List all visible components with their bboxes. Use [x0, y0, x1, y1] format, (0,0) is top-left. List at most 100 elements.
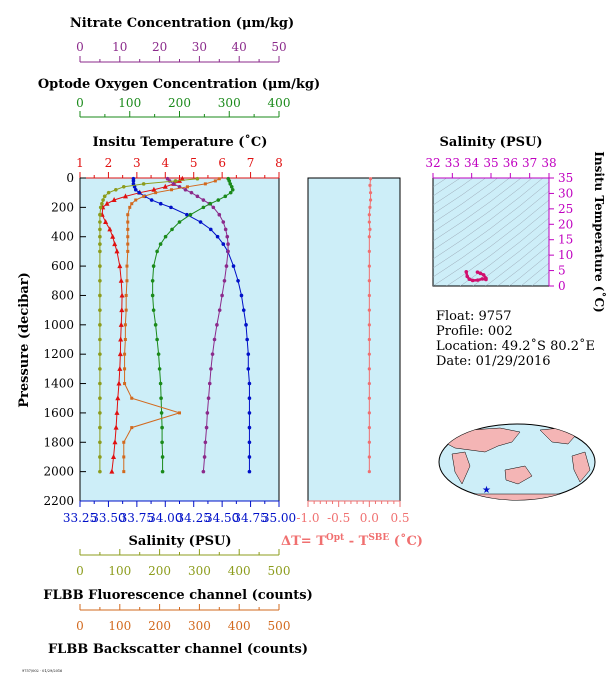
insitu-temperature-point	[107, 226, 113, 232]
flbb-fluorescence-channel-point	[98, 293, 102, 298]
salinity-point	[247, 469, 252, 474]
flbb-fluorescence-channel-point	[98, 352, 102, 356]
nitrate-concentration-point	[217, 212, 222, 217]
density-contour	[433, 178, 522, 242]
flbb-backscatter-channel-point	[126, 213, 130, 217]
flbb-backscatter-channel-point	[130, 396, 134, 400]
optode-oxygen-concentration-point	[158, 242, 163, 246]
salinity-point	[132, 185, 137, 189]
flbb-fluorescence-channel-point	[141, 182, 146, 186]
salinity-point	[236, 278, 240, 283]
density-contour	[433, 178, 461, 197]
optode-oxygen-concentration-point	[229, 185, 234, 189]
nitrate-concentration-point	[207, 381, 212, 386]
flbb-backscatter-channel-point	[124, 308, 128, 312]
flbb-fluorescence-channel-point	[98, 278, 102, 283]
nitrate-concentration-point	[201, 469, 206, 474]
flbb-backscatter-channel-point	[125, 279, 129, 283]
optode-oxygen-concentration-point	[163, 234, 168, 239]
delta-point	[367, 455, 371, 459]
backscatter-tick-label: 500	[268, 619, 291, 633]
density-contour	[531, 271, 549, 286]
pressure-tick-label: 0	[66, 171, 74, 185]
delta-tick-label: -1.0	[296, 511, 319, 525]
delta-point	[368, 183, 372, 187]
fluorescence-tick-label: 300	[188, 564, 211, 578]
optode-oxygen-concentration-point	[150, 278, 155, 283]
pressure-tick-label: 400	[51, 230, 74, 244]
density-contour	[433, 181, 549, 269]
temperature-axis-title: Insitu Temperature (˚C)	[93, 134, 268, 150]
salinity-point	[247, 440, 252, 445]
optode-oxygen-concentration-point	[216, 198, 221, 202]
ts-temperature-tick-label: 0	[558, 279, 566, 293]
ts-salinity-title: Salinity (PSU)	[440, 135, 543, 150]
ts-salinity-tick-label: 36	[503, 156, 518, 170]
insitu-temperature-point	[118, 277, 124, 283]
nitrate-concentration-point	[226, 249, 230, 254]
salinity-tick-label: 34.75	[233, 511, 267, 525]
optode-oxygen-concentration-point	[188, 212, 193, 217]
flbb-fluorescence-channel-point	[98, 469, 102, 474]
salinity-point	[247, 411, 252, 415]
pressure-tick-label: 1400	[43, 377, 74, 391]
salinity-point	[244, 323, 248, 327]
optode-oxygen-concentration-point	[159, 411, 164, 415]
density-contour	[446, 208, 549, 286]
ts-temperature-tick-label: 20	[558, 217, 573, 231]
insitu-temperature-point	[179, 175, 185, 181]
temperature-tick-label: 2	[105, 156, 113, 170]
salinity-tick-label: 35.00	[262, 511, 296, 525]
flbb-backscatter-channel-point	[122, 440, 126, 444]
info-profile: Profile: 002	[436, 324, 513, 339]
delta-point	[367, 411, 371, 415]
ts-temperature-tick-label: 5	[558, 264, 566, 278]
flbb-fluorescence-channel-point	[101, 198, 105, 202]
delta-plot-area	[307, 177, 401, 502]
optode-oxygen-concentration-point	[227, 179, 232, 183]
backscatter-tick-label: 100	[108, 619, 131, 633]
salinity-point	[247, 455, 252, 459]
footer-label: 9757/002 · 01/29/2016	[22, 669, 62, 673]
salinity-point	[133, 187, 138, 192]
profile-series	[98, 175, 252, 474]
insitu-temperature-point	[111, 197, 117, 203]
insitu-temperature-point	[112, 241, 118, 247]
fluorescence-tick-label: 400	[228, 564, 251, 578]
salinity-point	[208, 227, 213, 232]
flbb-fluorescence-channel-point	[98, 249, 102, 254]
pressure-tick-label: 800	[51, 288, 74, 302]
insitu-temperature-point	[111, 453, 117, 459]
flbb-backscatter-channel-point	[123, 367, 127, 371]
optode-oxygen-concentration-point	[201, 205, 206, 210]
ts-point	[475, 278, 480, 282]
flbb-backscatter-channel-point	[170, 188, 174, 192]
ts-series	[464, 270, 488, 283]
flbb-backscatter-channel-point	[123, 382, 127, 386]
flbb-backscatter-channel-point	[203, 182, 207, 186]
density-contour	[433, 178, 499, 224]
flbb-fluorescence-channel-point	[98, 205, 103, 210]
optode-oxygen-concentration-point	[153, 323, 158, 327]
flbb-fluorescence-channel-point	[98, 440, 102, 445]
salinity-point	[158, 201, 163, 206]
delta-point	[367, 220, 371, 224]
ts-salinity-tick-label: 37	[522, 156, 537, 170]
optode-oxygen-concentration-point	[230, 187, 235, 192]
delta-point	[368, 227, 372, 231]
optode-oxygen-concentration-point	[228, 190, 233, 195]
insitu-temperature-point	[151, 186, 157, 192]
flbb-backscatter-channel-point	[122, 455, 126, 459]
flbb-backscatter-channel-point	[126, 227, 130, 231]
ts-temperature-tick-label: 35	[558, 171, 573, 185]
optode-oxygen-concentration-point	[177, 220, 182, 224]
flbb-backscatter-channel-point	[154, 191, 158, 195]
salinity-point	[246, 352, 251, 356]
nitrate-concentration-point	[223, 227, 228, 232]
flbb-backscatter-channel-point	[185, 185, 189, 189]
backscatter-tick-label: 200	[148, 619, 171, 633]
flbb-backscatter-channel-point	[126, 235, 130, 239]
delta-point	[367, 367, 371, 371]
